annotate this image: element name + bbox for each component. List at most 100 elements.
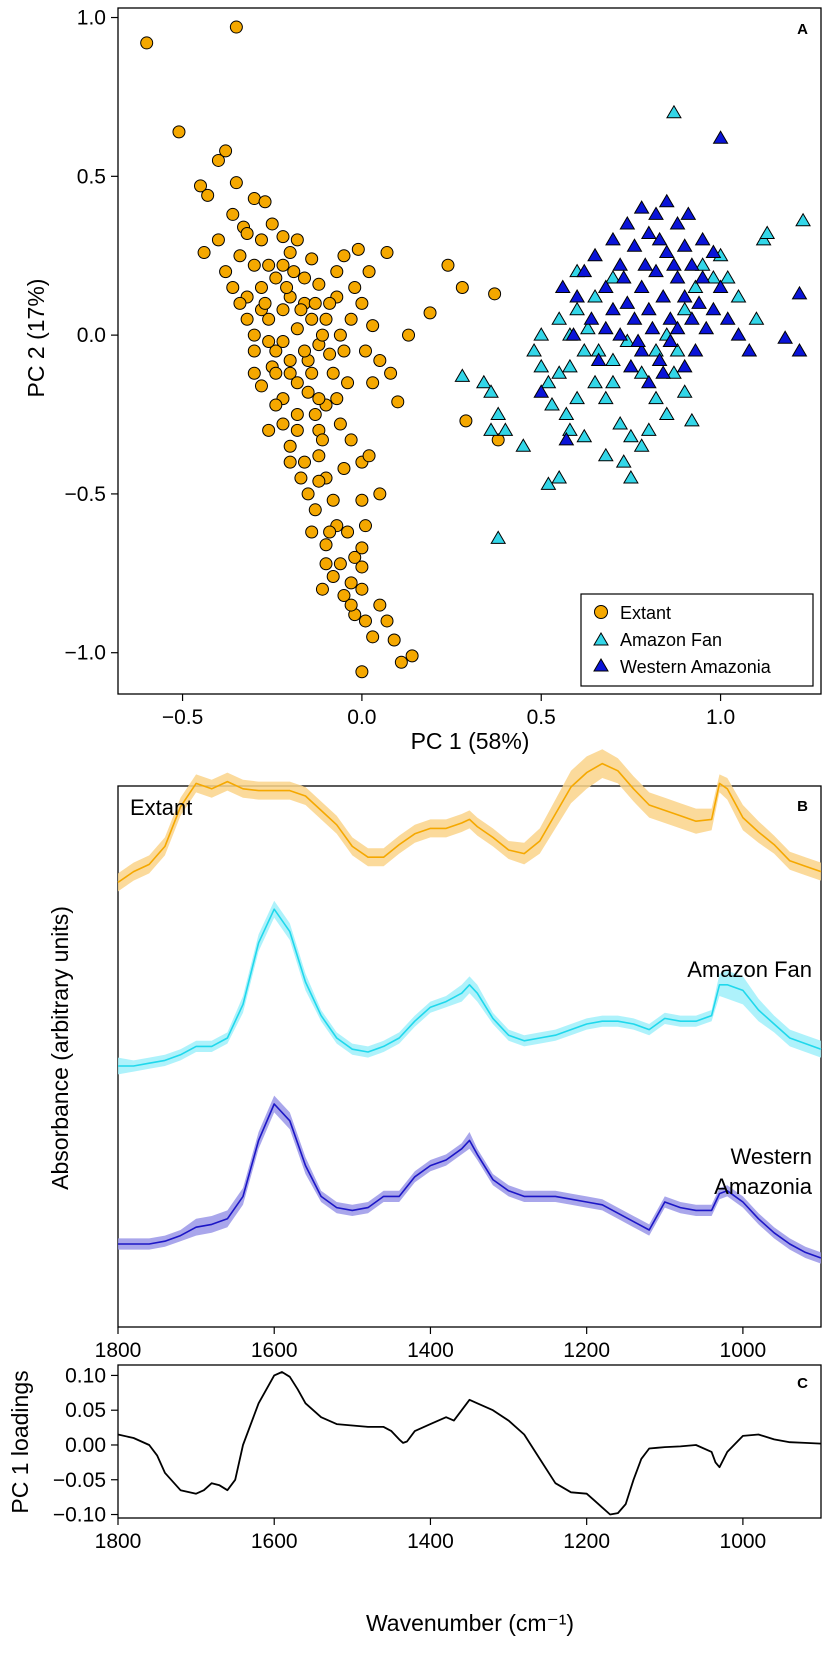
point-extant bbox=[308, 408, 322, 422]
panel-b-ylabel: Absorbance (arbitrary units) bbox=[47, 906, 73, 1190]
point-western-amazonia bbox=[691, 295, 707, 309]
point-extant bbox=[172, 125, 186, 139]
point-extant bbox=[294, 303, 308, 317]
point-extant bbox=[280, 280, 294, 294]
y-tick-label: 0.5 bbox=[77, 165, 106, 188]
point-western-amazonia bbox=[730, 327, 747, 341]
point-amazon-fan bbox=[533, 327, 550, 341]
point-extant bbox=[319, 557, 333, 571]
point-western-amazonia bbox=[619, 295, 636, 309]
panel-a-scatter: A −0.5 0.0 0.5 1.0 1.0 0.5 0.0 −0.5 −1.0 PC 1 (5… bbox=[23, 7, 822, 754]
point-amazon-fan bbox=[669, 343, 686, 357]
point-extant bbox=[254, 233, 268, 247]
point-extant bbox=[247, 258, 261, 272]
point-extant bbox=[229, 20, 243, 34]
point-extant bbox=[323, 296, 337, 310]
point-extant bbox=[380, 246, 394, 260]
point-amazon-fan bbox=[497, 422, 514, 436]
point-amazon-fan bbox=[562, 422, 578, 436]
point-extant bbox=[319, 538, 333, 552]
y-tick-label: 0.10 bbox=[65, 1364, 106, 1387]
point-western-amazonia bbox=[684, 257, 700, 271]
point-western-amazonia bbox=[633, 200, 650, 214]
point-extant bbox=[226, 207, 240, 221]
point-extant bbox=[305, 252, 319, 266]
point-extant bbox=[373, 354, 387, 368]
point-extant bbox=[308, 503, 322, 517]
point-extant bbox=[394, 655, 408, 669]
point-extant bbox=[298, 455, 312, 469]
x-tick-label: 1000 bbox=[720, 1339, 767, 1362]
point-amazon-fan bbox=[483, 384, 499, 398]
panel-c-xlabel: Wavenumber (cm⁻¹) bbox=[366, 1610, 574, 1636]
x-tick-label: 0.5 bbox=[527, 706, 556, 729]
point-western-amazonia bbox=[623, 358, 639, 373]
point-extant bbox=[254, 379, 268, 393]
point-extant bbox=[380, 614, 394, 628]
point-amazon-fan bbox=[597, 390, 614, 405]
point-western-amazonia bbox=[583, 311, 600, 325]
point-extant bbox=[337, 589, 351, 603]
point-amazon-fan bbox=[633, 438, 650, 452]
point-extant bbox=[384, 366, 398, 380]
point-amazon-fan bbox=[605, 374, 621, 389]
point-amazon-fan bbox=[640, 422, 657, 436]
point-extant bbox=[315, 582, 329, 596]
point-western-amazonia bbox=[640, 374, 657, 389]
point-extant bbox=[283, 354, 297, 368]
point-extant bbox=[276, 230, 290, 244]
point-extant bbox=[355, 493, 369, 507]
point-amazon-fan bbox=[684, 412, 700, 427]
point-extant bbox=[358, 519, 372, 533]
point-western-amazonia bbox=[684, 311, 700, 325]
point-extant bbox=[366, 319, 380, 333]
point-amazon-fan bbox=[676, 384, 693, 398]
x-tick-label: 1400 bbox=[407, 1530, 454, 1553]
panel-b-frame bbox=[117, 785, 822, 1328]
panel-a-axes: −0.5 0.0 0.5 1.0 1.0 0.5 0.0 −0.5 −1.0 bbox=[65, 7, 736, 729]
panel-a-xlabel: PC 1 (58%) bbox=[411, 728, 530, 754]
x-tick-label: 1800 bbox=[95, 1339, 142, 1362]
point-western-amazonia bbox=[662, 311, 679, 325]
point-western-amazonia bbox=[569, 289, 585, 303]
point-extant bbox=[290, 408, 304, 422]
point-extant bbox=[247, 192, 261, 206]
point-western-amazonia bbox=[741, 343, 758, 357]
point-western-amazonia bbox=[658, 193, 675, 208]
point-western-amazonia bbox=[698, 320, 715, 335]
point-western-amazonia bbox=[633, 279, 650, 293]
point-extant bbox=[294, 471, 308, 485]
legend: Extant Amazon Fan Western Amazonia bbox=[580, 593, 814, 687]
y-tick-label: 0.00 bbox=[65, 1434, 106, 1457]
point-western-amazonia bbox=[694, 231, 711, 246]
panel-a-points bbox=[140, 20, 811, 679]
label-extant: Extant bbox=[130, 795, 192, 820]
point-extant bbox=[315, 433, 329, 447]
point-amazon-fan bbox=[540, 374, 557, 389]
point-western-amazonia bbox=[777, 330, 794, 344]
point-amazon-fan bbox=[490, 530, 507, 544]
point-extant bbox=[233, 296, 247, 310]
point-western-amazonia bbox=[676, 289, 693, 303]
x-tick-label: 1800 bbox=[95, 1530, 142, 1553]
point-extant bbox=[276, 334, 290, 348]
legend-label-western-amazonia: Western Amazonia bbox=[620, 657, 772, 677]
point-extant bbox=[323, 347, 337, 361]
y-tick-label: 1.0 bbox=[77, 7, 106, 30]
point-extant bbox=[333, 557, 347, 571]
point-extant bbox=[247, 344, 261, 358]
point-extant bbox=[441, 258, 455, 272]
point-extant bbox=[276, 417, 290, 431]
point-extant bbox=[348, 550, 362, 564]
point-western-amazonia bbox=[640, 225, 657, 239]
point-extant bbox=[341, 376, 355, 390]
point-extant bbox=[312, 449, 326, 463]
point-amazon-fan bbox=[576, 428, 593, 443]
panel-c-loadings: C 1800 1600 1400 1200 1000 0.10 0.05 0.00 −0.05 −… bbox=[7, 1364, 822, 1636]
legend-label-extant: Extant bbox=[620, 603, 671, 623]
legend-box bbox=[580, 593, 814, 687]
panel-c-frame bbox=[117, 1364, 822, 1519]
point-amazon-fan bbox=[687, 279, 704, 293]
point-extant bbox=[405, 649, 419, 663]
point-amazon-fan bbox=[648, 343, 664, 357]
